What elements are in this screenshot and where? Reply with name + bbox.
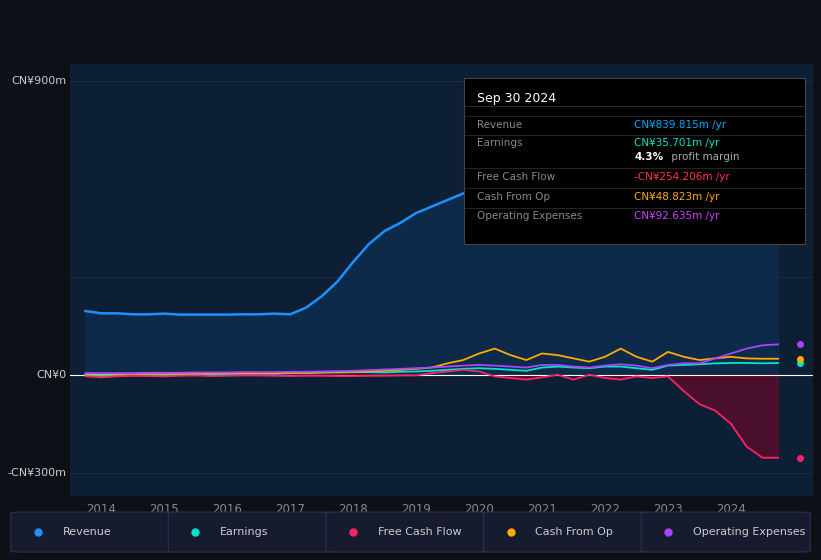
Text: -CN¥254.206m /yr: -CN¥254.206m /yr (635, 172, 730, 181)
Text: Earnings: Earnings (220, 527, 268, 537)
Text: Sep 30 2024: Sep 30 2024 (478, 92, 557, 105)
Text: CN¥0: CN¥0 (36, 370, 66, 380)
Text: CN¥839.815m /yr: CN¥839.815m /yr (635, 120, 727, 130)
FancyBboxPatch shape (326, 512, 495, 552)
FancyBboxPatch shape (11, 512, 180, 552)
Text: Operating Expenses: Operating Expenses (693, 527, 805, 537)
FancyBboxPatch shape (168, 512, 337, 552)
Text: profit margin: profit margin (668, 152, 740, 162)
Text: 4.3%: 4.3% (635, 152, 663, 162)
FancyBboxPatch shape (484, 512, 653, 552)
Text: Cash From Op: Cash From Op (478, 192, 551, 202)
Text: CN¥48.823m /yr: CN¥48.823m /yr (635, 192, 720, 202)
Text: Revenue: Revenue (62, 527, 111, 537)
Text: Cash From Op: Cash From Op (535, 527, 613, 537)
Text: -CN¥300m: -CN¥300m (7, 468, 66, 478)
Text: Revenue: Revenue (478, 120, 523, 130)
Text: Free Cash Flow: Free Cash Flow (378, 527, 461, 537)
Text: CN¥35.701m /yr: CN¥35.701m /yr (635, 138, 719, 148)
Text: CN¥92.635m /yr: CN¥92.635m /yr (635, 211, 720, 221)
Text: CN¥900m: CN¥900m (11, 76, 66, 86)
FancyBboxPatch shape (641, 512, 810, 552)
Text: Free Cash Flow: Free Cash Flow (478, 172, 556, 181)
Text: Earnings: Earnings (478, 138, 523, 148)
Text: Operating Expenses: Operating Expenses (478, 211, 583, 221)
